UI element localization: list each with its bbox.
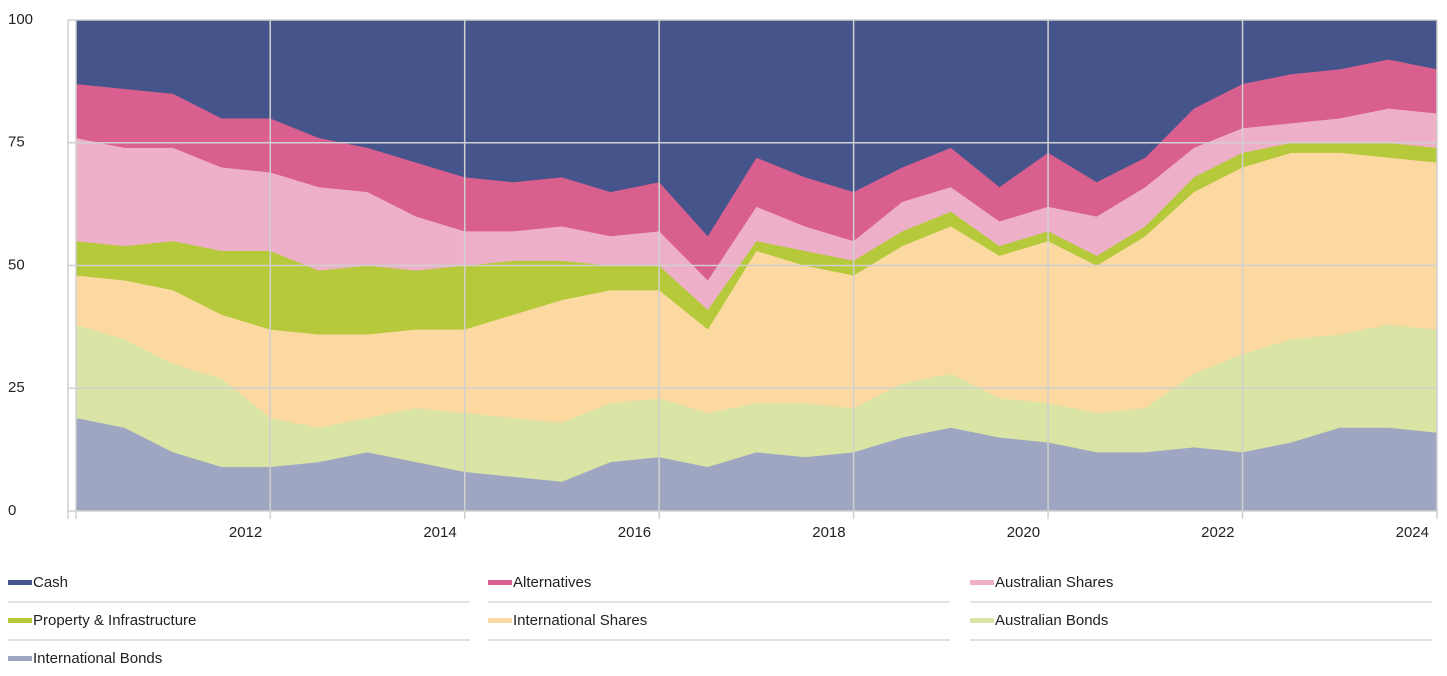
y-tick-label: 0 [8,502,16,519]
legend-swatch [488,580,512,585]
y-tick-label: 25 [8,379,25,396]
y-tick-label: 75 [8,134,25,151]
legend-swatch [488,618,512,623]
legend-swatch [970,580,994,585]
legend-label: International Shares [513,612,647,629]
x-tick-label: 2016 [618,524,651,541]
x-tick-label: 2012 [229,524,262,541]
x-tick-label: 2020 [1007,524,1040,541]
legend-label: Alternatives [513,574,591,591]
legend-swatch [8,618,32,623]
x-tick-label: 2022 [1201,524,1234,541]
y-tick-label: 100 [8,11,33,28]
legend-label: Cash [33,574,68,591]
legend-swatch [8,656,32,661]
legend-label: Property & Infrastructure [33,612,196,629]
legend-swatch [970,618,994,623]
y-tick-label: 50 [8,256,25,273]
x-tick-label: 2014 [423,524,456,541]
x-tick-label: 2024 [1396,524,1429,541]
legend-label: Australian Shares [995,574,1113,591]
legend-label: Australian Bonds [995,612,1108,629]
x-tick-label: 2018 [812,524,845,541]
legend-label: International Bonds [33,650,162,667]
legend-swatch [8,580,32,585]
